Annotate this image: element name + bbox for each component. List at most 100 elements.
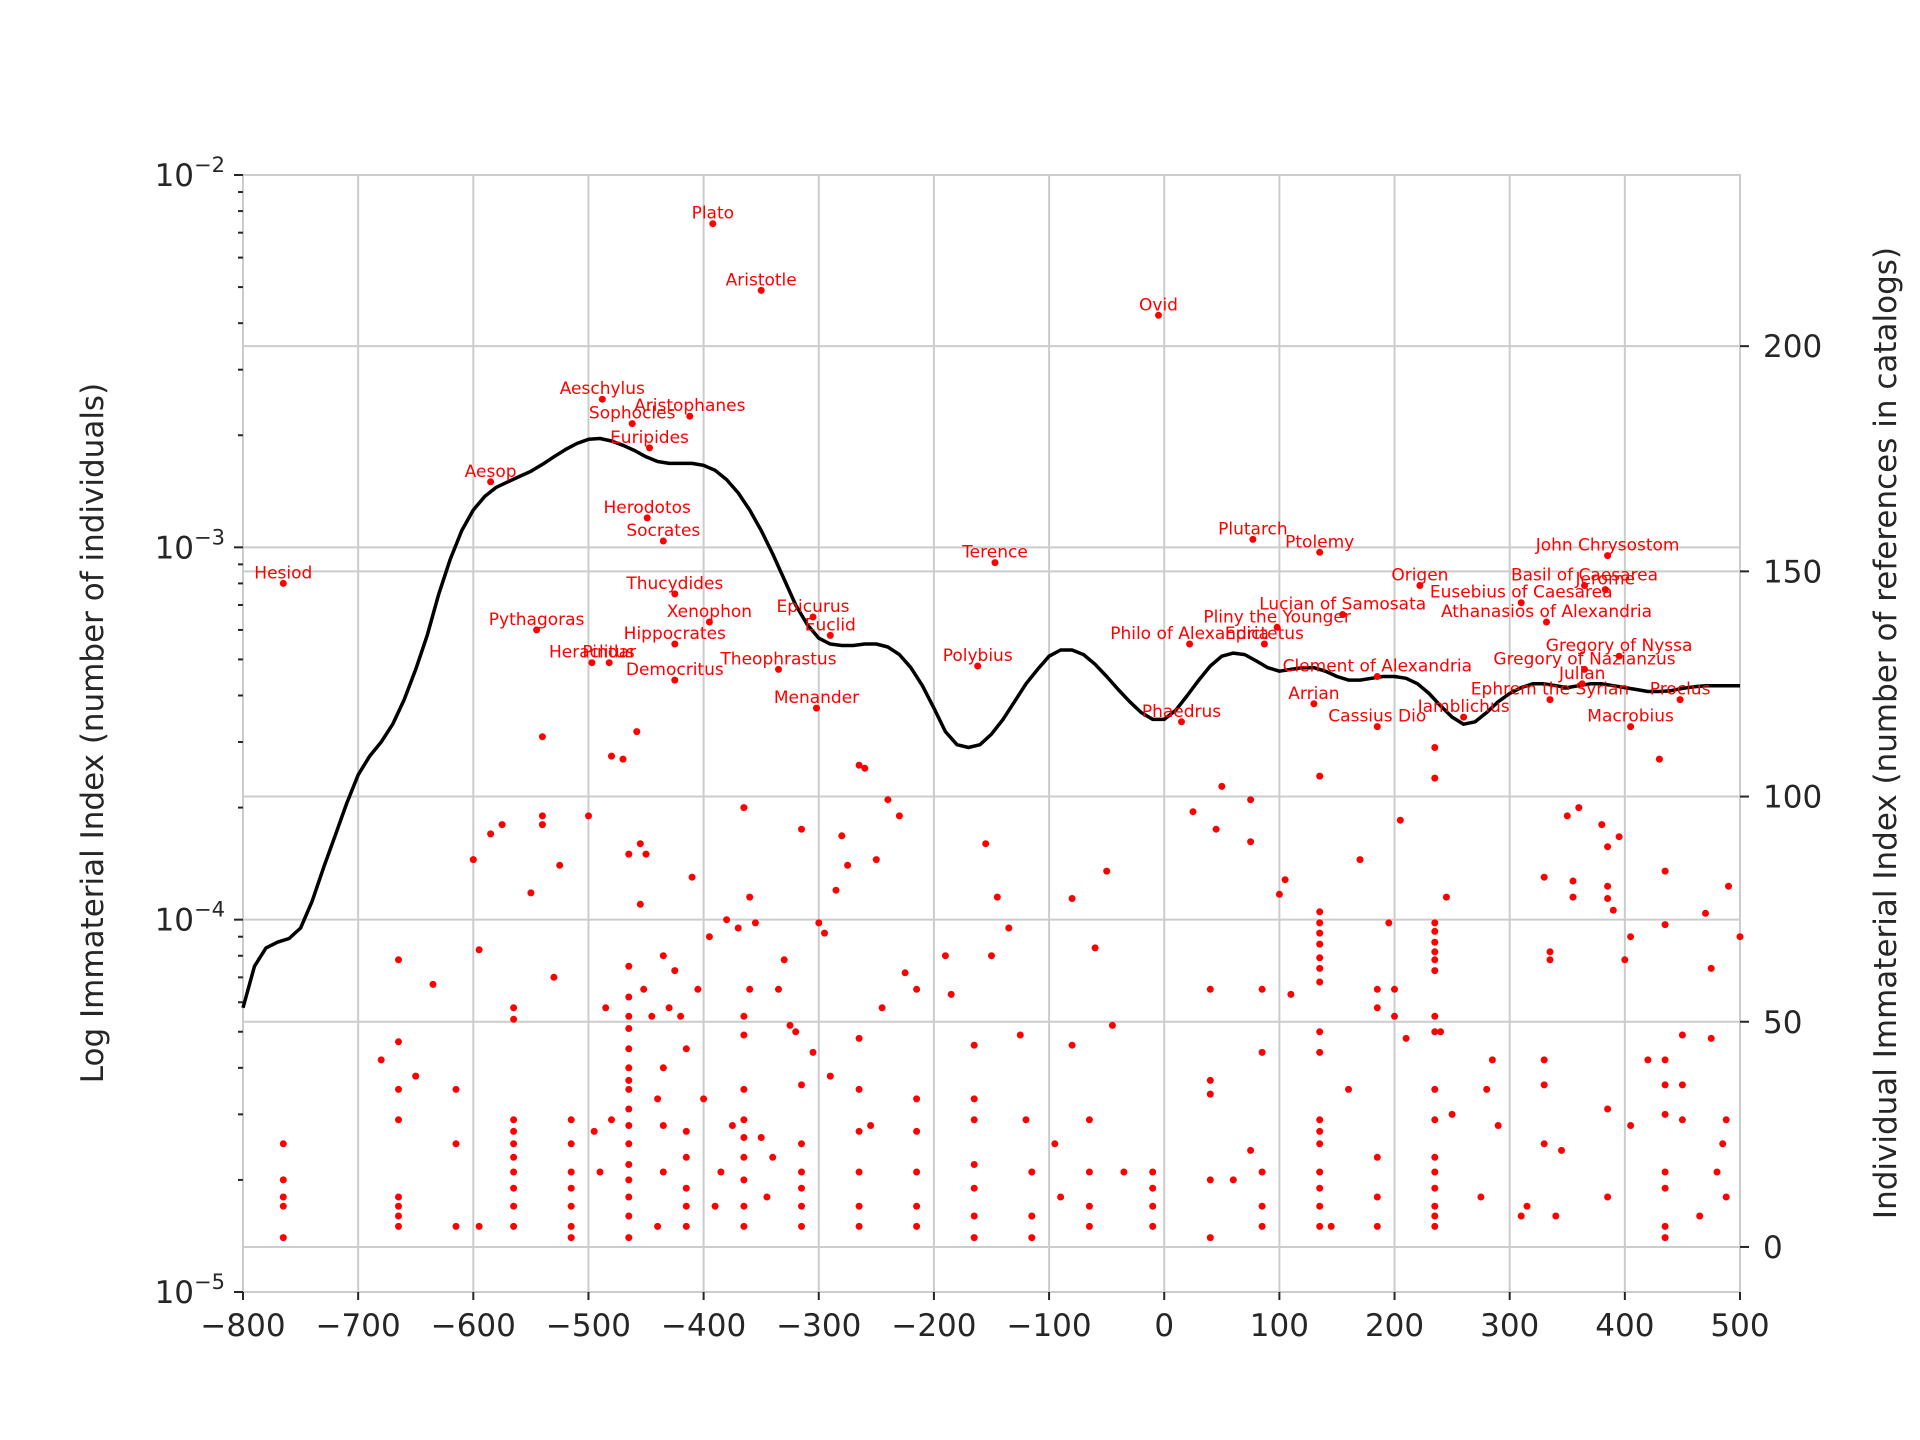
- labeled-point: [757, 286, 765, 294]
- labeled-point: [1460, 713, 1468, 721]
- scatter-point: [1558, 1146, 1565, 1154]
- scatter-point: [746, 985, 754, 993]
- scatter-point: [671, 967, 679, 975]
- scatter-point: [1707, 1034, 1715, 1042]
- scatter-point: [1316, 1048, 1324, 1056]
- scatter-point: [625, 1140, 633, 1148]
- right-y-axis: 0 50 100 150 200: [1740, 329, 1822, 1266]
- scatter-point: [757, 1134, 765, 1141]
- scatter-point: [1149, 1222, 1157, 1230]
- scatter-point: [872, 856, 880, 864]
- scatter-point: [487, 830, 495, 838]
- point-label: Origen: [1391, 566, 1448, 586]
- scatter-point: [740, 1153, 748, 1161]
- scatter-point: [913, 1127, 921, 1135]
- scatter-point: [1722, 1193, 1730, 1201]
- scatter-point: [1247, 838, 1255, 846]
- scatter-point: [510, 1140, 518, 1148]
- scatter-point: [452, 1222, 460, 1230]
- labeled-point: [1249, 535, 1257, 543]
- point-label: Jerome: [1575, 570, 1636, 590]
- scatter-point: [1316, 978, 1324, 986]
- x-tick-label: 500: [1710, 1308, 1769, 1344]
- scatter-point: [1540, 873, 1548, 881]
- scatter-point: [740, 1222, 748, 1230]
- scatter-point: [567, 1202, 575, 1210]
- scatter-point: [279, 1140, 287, 1148]
- scatter-point: [567, 1140, 575, 1148]
- scatter-point: [1661, 867, 1669, 875]
- scatter-point: [1316, 1140, 1324, 1148]
- scatter-point: [510, 1168, 518, 1176]
- scatter-point: [970, 1212, 978, 1220]
- scatter-point: [395, 1193, 402, 1201]
- labeled-point: [671, 640, 679, 648]
- labeled-point: [487, 478, 495, 486]
- point-label: Proclus: [1650, 680, 1711, 700]
- scatter-point: [855, 1202, 863, 1210]
- scatter-point: [1431, 948, 1439, 956]
- point-label: Pindar: [582, 643, 636, 663]
- labeled-point: [813, 704, 820, 712]
- scatter-point: [855, 1085, 863, 1093]
- scatter-point: [878, 1004, 886, 1012]
- scatter-point: [636, 840, 644, 848]
- scatter-point: [1316, 1184, 1324, 1192]
- scatter-point: [1431, 956, 1439, 964]
- point-label: John Chrysostom: [1535, 536, 1680, 556]
- scatter-point: [1103, 867, 1111, 875]
- scatter-point: [556, 861, 564, 869]
- scatter-point: [602, 1004, 610, 1012]
- scatter-point: [1275, 890, 1283, 898]
- scatter-point: [1316, 1222, 1324, 1230]
- scatter-point: [1604, 895, 1612, 902]
- right-tick-label: 150: [1763, 554, 1822, 590]
- scatter-point: [1316, 1202, 1324, 1210]
- scatter-point: [608, 1116, 615, 1124]
- scatter-point: [1494, 1122, 1502, 1129]
- scatter-point: [740, 1012, 748, 1020]
- right-tick-label: 100: [1763, 780, 1822, 816]
- point-label: Epictetus: [1225, 624, 1304, 644]
- scatter-point: [1373, 1004, 1381, 1012]
- x-tick-label: 200: [1365, 1308, 1424, 1344]
- scatter-point: [452, 1085, 460, 1093]
- scatter-point: [982, 840, 990, 848]
- scatter-point: [1604, 882, 1612, 890]
- scatter-point: [1621, 956, 1629, 964]
- scatter-point: [1702, 909, 1709, 917]
- scatter-point: [395, 1116, 402, 1124]
- scatter-point: [1609, 906, 1617, 914]
- scatter-point: [510, 1015, 518, 1023]
- scatter-point: [1247, 796, 1255, 804]
- labeled-point: [991, 559, 999, 567]
- scatter-point: [636, 900, 644, 908]
- scatter-point: [838, 832, 846, 840]
- point-label: Menander: [774, 688, 859, 708]
- scatter-point: [1206, 1234, 1214, 1242]
- labeled-point: [646, 444, 653, 452]
- scatter-point: [792, 1028, 800, 1036]
- scatter-point: [682, 1153, 690, 1161]
- scatter-point: [654, 1222, 662, 1230]
- scatter-point: [1552, 1212, 1560, 1220]
- scatter-point: [798, 1222, 805, 1230]
- scatter-point: [1218, 782, 1226, 790]
- scatter-point: [1563, 812, 1571, 820]
- scatter-point: [510, 1004, 518, 1012]
- scatter-point: [1085, 1168, 1093, 1176]
- scatter-point: [1206, 1176, 1214, 1184]
- scatter-point: [395, 1085, 402, 1093]
- scatter-point: [970, 1041, 978, 1049]
- scatter-point: [826, 1072, 834, 1080]
- x-tick-label: −800: [200, 1308, 285, 1344]
- scatter-point: [429, 980, 437, 988]
- scatter-point: [659, 1122, 667, 1129]
- scatter-point: [1028, 1234, 1036, 1242]
- scatter-point: [798, 1184, 805, 1192]
- scatter-point: [1598, 821, 1606, 829]
- scatter-point: [1022, 1116, 1030, 1124]
- labeled-point: [974, 662, 982, 670]
- scatter-point: [1391, 1012, 1398, 1020]
- x-tick-label: −500: [546, 1308, 631, 1344]
